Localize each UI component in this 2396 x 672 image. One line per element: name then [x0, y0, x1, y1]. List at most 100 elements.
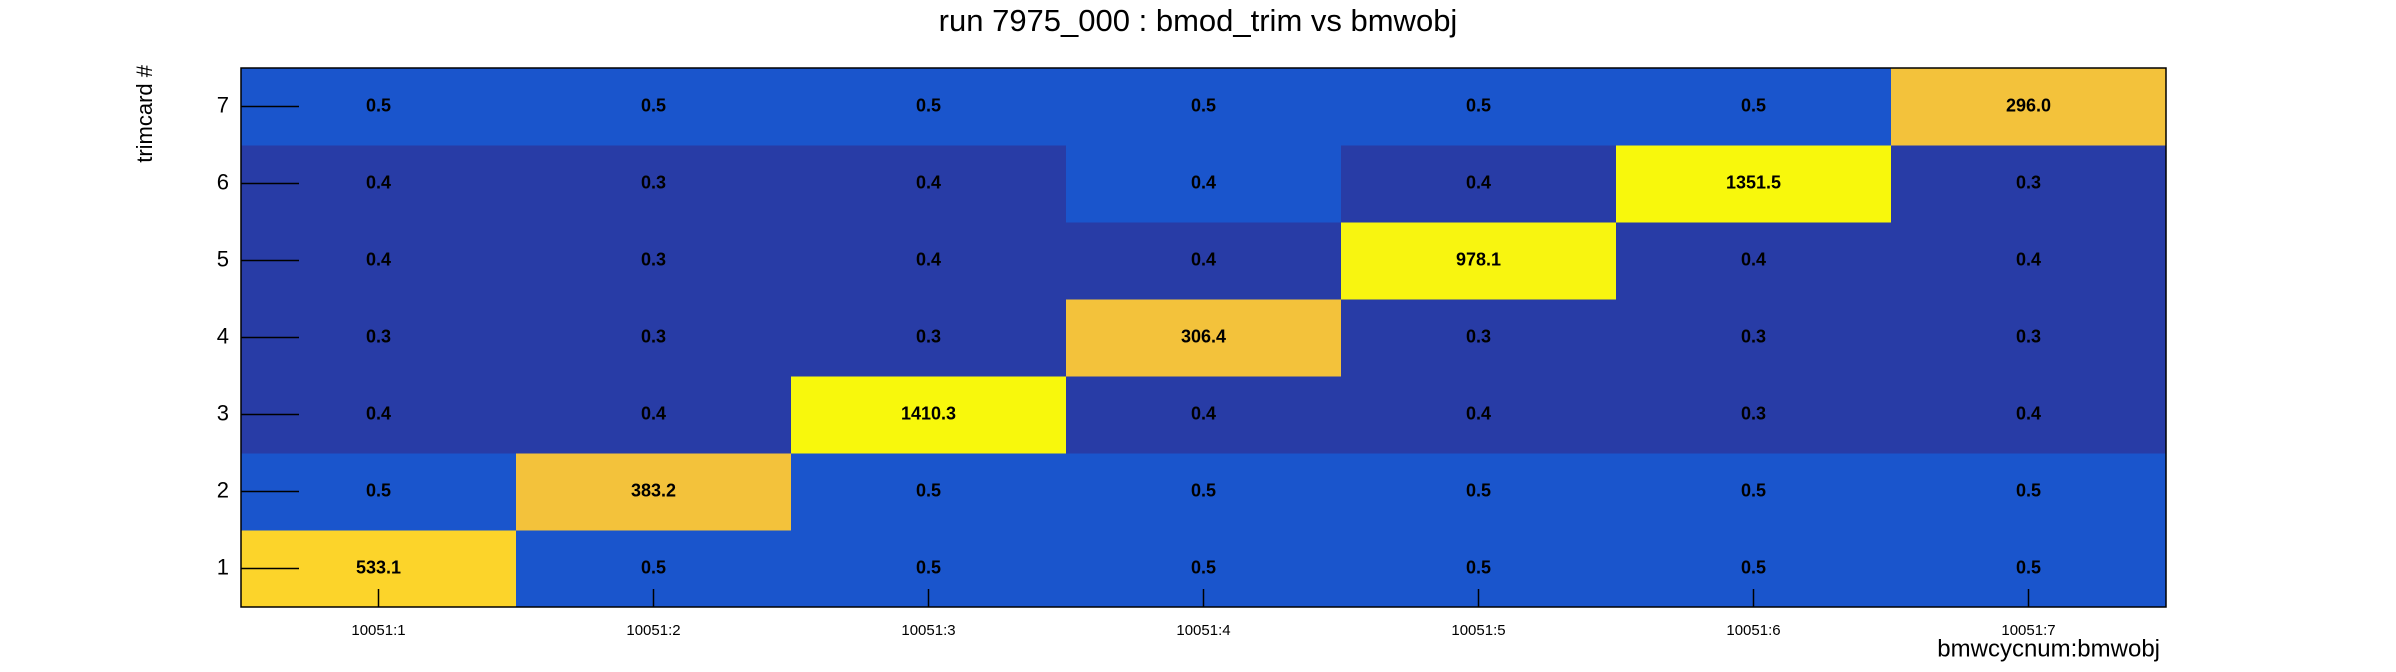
heatmap-cell: [1616, 299, 1892, 377]
cell-label: 0.5: [916, 95, 941, 115]
cell-label: 0.5: [1741, 557, 1766, 577]
cell-label: 0.5: [1191, 480, 1216, 500]
y-tick-label: 2: [217, 477, 229, 502]
cell-label: 0.5: [366, 95, 391, 115]
cell-label: 0.5: [641, 95, 666, 115]
heatmap-cell: [1616, 453, 1892, 531]
cell-label: 0.4: [1191, 249, 1216, 269]
cell-label: 0.5: [1741, 480, 1766, 500]
heatmap-cell: [1341, 68, 1617, 146]
cell-label: 0.4: [641, 403, 666, 423]
y-axis-title: trimcard #: [132, 64, 157, 163]
cell-label: 0.4: [366, 172, 391, 192]
heatmap-cell: [1891, 453, 2167, 531]
cell-label: 0.3: [2016, 326, 2041, 346]
cell-label: 0.5: [916, 480, 941, 500]
y-tick-label: 4: [217, 323, 229, 348]
cell-label: 1351.5: [1726, 172, 1781, 192]
cell-label: 0.5: [1466, 557, 1491, 577]
cell-label: 0.3: [641, 326, 666, 346]
cell-label: 978.1: [1456, 249, 1501, 269]
heatmap-cell: [1341, 145, 1617, 223]
y-tick-label: 7: [217, 92, 229, 117]
cell-label: 0.4: [1191, 172, 1216, 192]
y-tick-label: 1: [217, 554, 229, 579]
heatmap-cell: [1066, 145, 1342, 223]
cell-label: 0.4: [1466, 403, 1491, 423]
heatmap-cell: [791, 145, 1067, 223]
heatmap-cell: [1891, 145, 2167, 223]
x-tick-label: 10051:7: [2001, 622, 2055, 639]
heatmap-cell: [516, 68, 792, 146]
x-tick-label: 10051:1: [351, 622, 405, 639]
cell-label: 0.3: [366, 326, 391, 346]
heatmap-cell: [1341, 453, 1617, 531]
heatmap-cell: [1066, 222, 1342, 300]
cell-label: 0.5: [2016, 480, 2041, 500]
heatmap-cell: [1066, 376, 1342, 454]
heatmap-cell: [1341, 299, 1617, 377]
cell-label: 0.4: [916, 249, 941, 269]
heatmap-cell: [1891, 299, 2167, 377]
y-tick-label: 3: [217, 400, 229, 425]
cell-label: 0.3: [641, 249, 666, 269]
heatmap-cell: [516, 145, 792, 223]
heatmap-cell: [1891, 222, 2167, 300]
cell-label: 0.3: [1466, 326, 1491, 346]
heatmap-cell: [516, 299, 792, 377]
x-tick-label: 10051:5: [1451, 622, 1505, 639]
cell-label: 0.4: [1191, 403, 1216, 423]
heatmap-cell: [516, 376, 792, 454]
heatmap-cell: [1066, 68, 1342, 146]
cell-label: 0.4: [2016, 249, 2041, 269]
chart-title: run 7975_000 : bmod_trim vs bmwobj: [939, 3, 1458, 38]
cell-label: 0.4: [366, 403, 391, 423]
cell-label: 0.5: [1191, 95, 1216, 115]
heatmap-cell: [791, 453, 1067, 531]
cell-label: 0.3: [1741, 326, 1766, 346]
cell-label: 0.3: [641, 172, 666, 192]
cell-label: 0.5: [1741, 95, 1766, 115]
y-tick-label: 6: [217, 169, 229, 194]
cell-label: 0.4: [1741, 249, 1766, 269]
cell-label: 0.5: [641, 557, 666, 577]
x-tick-label: 10051:3: [901, 622, 955, 639]
x-tick-label: 10051:4: [1176, 622, 1230, 639]
heatmap-cell: [1341, 222, 1617, 300]
cell-label: 1410.3: [901, 403, 956, 423]
x-tick-label: 10051:2: [626, 622, 680, 639]
cell-label: 0.3: [1741, 403, 1766, 423]
cell-label: 0.5: [366, 480, 391, 500]
cell-label: 0.5: [2016, 557, 2041, 577]
cell-label: 0.5: [1191, 557, 1216, 577]
cell-label: 0.4: [366, 249, 391, 269]
cell-label: 0.5: [1466, 480, 1491, 500]
heatmap-cell: [516, 222, 792, 300]
heatmap-cell: [1066, 453, 1342, 531]
heatmap-cell: [1341, 376, 1617, 454]
cell-label: 383.2: [631, 480, 676, 500]
x-axis-title: bmwcycnum:bmwobj: [1937, 635, 2160, 662]
cell-label: 0.5: [916, 557, 941, 577]
heatmap-cell: [791, 299, 1067, 377]
heatmap-cell: [791, 68, 1067, 146]
cell-label: 0.3: [916, 326, 941, 346]
heatmap-cell: [791, 222, 1067, 300]
y-tick-label: 5: [217, 246, 229, 271]
heatmap-cell: [1616, 376, 1892, 454]
heatmap-cell: [1616, 68, 1892, 146]
cell-label: 0.4: [2016, 403, 2041, 423]
cell-label: 306.4: [1181, 326, 1226, 346]
cell-label: 0.4: [916, 172, 941, 192]
heatmap-cell: [791, 376, 1067, 454]
heatmap-cell: [1891, 68, 2167, 146]
cell-label: 533.1: [356, 557, 401, 577]
heatmap-cell: [1616, 222, 1892, 300]
x-tick-label: 10051:6: [1726, 622, 1780, 639]
heatmap-cell: [1066, 299, 1342, 377]
cell-label: 296.0: [2006, 95, 2051, 115]
cell-label: 0.3: [2016, 172, 2041, 192]
cell-label: 0.5: [1466, 95, 1491, 115]
cell-label: 0.4: [1466, 172, 1491, 192]
